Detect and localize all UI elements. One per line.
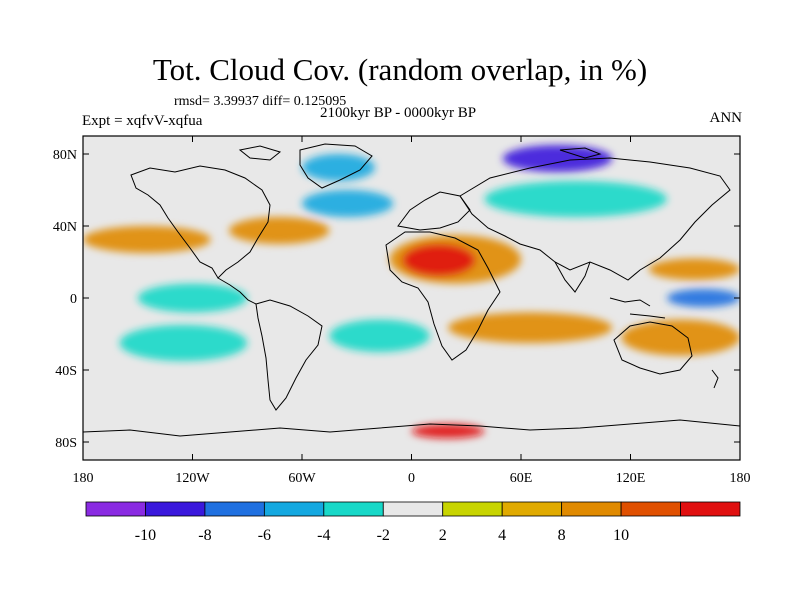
- colorbar-swatch: [501, 501, 563, 517]
- coastlines: [83, 143, 740, 437]
- colorbar-label: -6: [258, 527, 271, 544]
- lon-tick-label: 60E: [510, 471, 533, 486]
- anomaly-antarctic-peak: [411, 424, 485, 439]
- colorbar-swatch: [442, 501, 503, 517]
- anomaly-south-atlantic: [329, 319, 430, 352]
- lat-tick-label: 80N: [53, 148, 77, 163]
- anomaly-australia: [621, 319, 740, 356]
- lat-tick-label: 80S: [55, 436, 77, 451]
- longitude-axis: 180 120W 60W 0 60E 120E 180: [73, 136, 751, 486]
- colorbar-swatch: [263, 501, 325, 517]
- anomaly-indian-ocean-south: [448, 312, 613, 344]
- colorbar-label: -4: [317, 527, 330, 544]
- anomaly-arctic-russia: [502, 145, 613, 172]
- time-period-label: 2100kyr BP - 0000kyr BP: [320, 105, 477, 121]
- anomaly-east-pacific-eq: [137, 283, 248, 313]
- colorbar-swatch: [145, 501, 206, 517]
- colorbar-label: -2: [377, 527, 390, 544]
- lon-tick-label: 120W: [175, 471, 210, 486]
- colorbar-swatch: [382, 501, 444, 517]
- colorbar: -10 -8 -6 -4 -2 2 4 8 10: [85, 501, 741, 544]
- plot-title: Tot. Cloud Cov. (random overlap, in %): [152, 52, 648, 87]
- rmsd-diff-stats: rmsd= 3.39937 diff= 0.125095: [174, 94, 347, 109]
- lon-tick-label: 60W: [288, 471, 316, 486]
- anomaly-north-atlantic: [302, 190, 394, 217]
- colorbar-swatch: [323, 501, 384, 517]
- lon-tick-label: 0: [408, 471, 415, 486]
- colorbar-label: 10: [613, 527, 629, 544]
- anomaly-mid-atlantic: [229, 217, 330, 244]
- latitude-axis: 80N 40N 0 40S 80S: [53, 148, 740, 451]
- cloud-anomaly-field: [83, 145, 740, 439]
- anomaly-nw-pacific-eq: [667, 289, 740, 307]
- colorbar-swatch: [561, 501, 622, 517]
- colorbar-swatch: [204, 501, 265, 517]
- lon-tick-label: 180: [73, 471, 94, 486]
- lat-tick-label: 40N: [53, 220, 77, 235]
- lat-tick-label: 0: [70, 292, 77, 307]
- colorbar-swatch: [85, 501, 146, 517]
- anomaly-south-pacific: [119, 325, 248, 361]
- colorbar-swatch: [680, 501, 741, 517]
- colorbar-swatch: [620, 501, 681, 517]
- anomaly-siberia: [484, 181, 667, 217]
- colorbar-label: -10: [135, 527, 156, 544]
- anomaly-west-pacific: [648, 258, 740, 281]
- season-label: ANN: [709, 110, 743, 126]
- colorbar-label: 8: [558, 527, 566, 544]
- lon-tick-label: 120E: [616, 471, 646, 486]
- lat-tick-label: 40S: [55, 364, 77, 379]
- anomaly-pacific-band: [83, 226, 211, 253]
- anomaly-sahara-core: [402, 244, 476, 277]
- experiment-label: Expt = xqfvV-xqfua: [82, 113, 203, 129]
- colorbar-label: -8: [198, 527, 211, 544]
- lon-tick-label: 180: [730, 471, 751, 486]
- anomaly-greenland: [302, 154, 375, 181]
- colorbar-label: 4: [498, 527, 506, 544]
- colorbar-label: 2: [439, 527, 447, 544]
